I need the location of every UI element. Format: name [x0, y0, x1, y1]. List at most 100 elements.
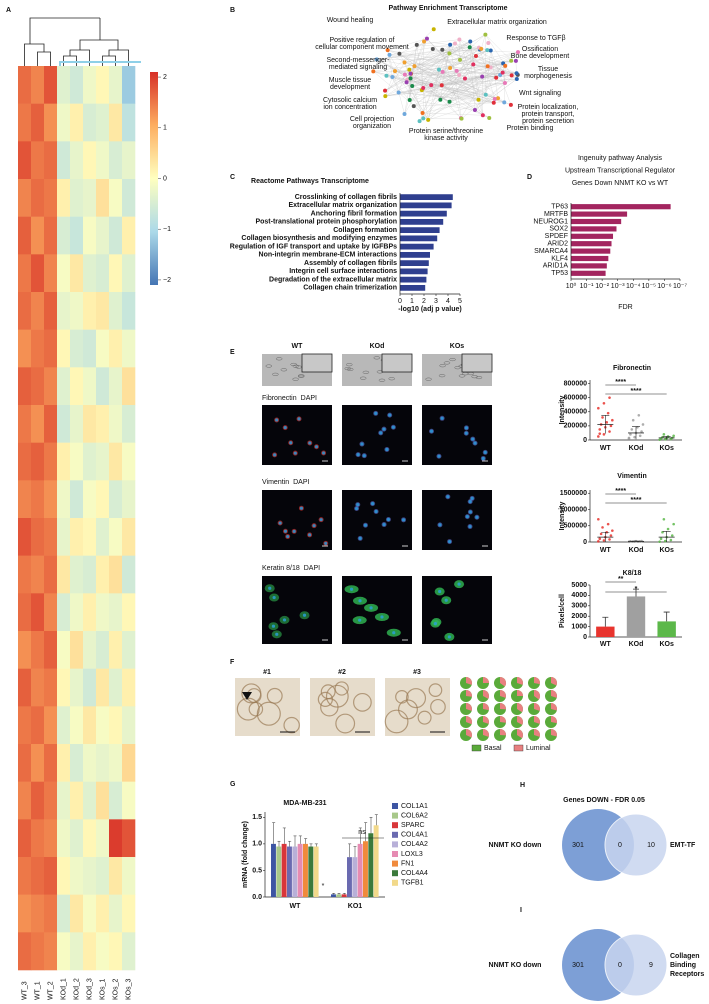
tissue-structure — [283, 716, 300, 734]
column-label: KOd_1 — [60, 978, 67, 1000]
legend-label: COL6A2 — [401, 812, 428, 819]
heatmap-cell — [96, 668, 110, 707]
bar — [363, 841, 368, 897]
nucleus — [464, 431, 468, 435]
x-tick-label: 10⁻⁷ — [673, 283, 687, 290]
network-node — [383, 88, 388, 93]
network-edge — [456, 49, 488, 71]
nucleus — [447, 539, 452, 544]
cell-shape — [438, 374, 446, 378]
venn-count: 301 — [572, 842, 584, 849]
pie-luminal — [534, 677, 541, 685]
network-edge — [426, 38, 460, 76]
bar — [571, 270, 606, 276]
legend-label: FN1 — [401, 860, 414, 867]
network-node — [485, 48, 490, 53]
heatmap-cell — [122, 857, 136, 895]
heatmap-cell — [96, 744, 110, 782]
network-edge — [410, 73, 517, 74]
nucleus — [289, 441, 293, 445]
network-edge — [399, 44, 417, 54]
network-node — [447, 99, 452, 104]
network-label: cellular component movement — [315, 44, 408, 51]
heatmap-cell — [109, 480, 123, 519]
heatmap-cell — [70, 442, 84, 481]
chart-title: MDA-MB-231 — [283, 800, 326, 807]
network-node — [392, 69, 397, 74]
heatmap-cell — [122, 216, 136, 255]
pie-luminal — [500, 690, 506, 698]
column-label: KOs_2 — [112, 978, 119, 1000]
network-node — [412, 64, 417, 69]
panel-label: I — [520, 907, 522, 914]
heatmap-cell — [18, 141, 32, 180]
venn-count: 301 — [572, 962, 584, 969]
heatmap-cell — [44, 668, 58, 707]
heatmap-cell — [70, 66, 84, 104]
error-bar — [601, 531, 610, 542]
network-edge — [407, 60, 512, 80]
network-node — [487, 115, 492, 120]
y-tick-label: 1.0 — [252, 841, 262, 848]
bar — [347, 857, 352, 897]
bar — [297, 843, 303, 897]
legend-label: COL4A2 — [401, 841, 428, 848]
network-node — [492, 96, 497, 101]
heatmap-cell — [122, 442, 136, 481]
bar — [271, 843, 276, 897]
heatmap-cell — [70, 819, 84, 858]
category-label: TP53 — [551, 270, 568, 277]
network-edge — [414, 41, 471, 67]
network-edge — [450, 47, 470, 69]
network-edge — [386, 75, 407, 83]
counterstain-label: DAPI — [293, 479, 309, 486]
cell-shape — [290, 362, 297, 367]
network-label: ion concentration — [323, 104, 376, 111]
network-node — [462, 76, 467, 81]
error-bar — [601, 414, 610, 434]
network-node — [480, 74, 485, 79]
bar — [373, 825, 379, 897]
network-node — [509, 58, 514, 63]
bar — [352, 857, 358, 897]
y-tick-label: 1500000 — [560, 490, 587, 497]
heatmap-cell — [31, 442, 45, 481]
category-label: KOd — [629, 641, 644, 648]
network-edge — [376, 47, 470, 60]
cell-shape — [373, 356, 381, 360]
network-node — [404, 80, 409, 85]
heatmap-cell — [83, 329, 97, 368]
network-edge — [413, 70, 457, 107]
network-node — [502, 80, 507, 85]
heatmap-cell — [122, 292, 136, 330]
heatmap-cell — [57, 518, 71, 556]
heatmap-cell — [31, 480, 45, 519]
colorbar-tick-label: −2 — [163, 277, 171, 284]
network-node — [448, 66, 453, 71]
network-label: Cell projection — [350, 116, 394, 123]
network-node — [483, 32, 488, 37]
error-bar — [314, 843, 318, 847]
bar — [341, 894, 347, 897]
heatmap-cell — [122, 141, 136, 180]
pie-luminal — [466, 690, 473, 697]
heatmap-cell — [57, 367, 71, 406]
pie-luminal — [483, 677, 489, 683]
heatmap-cell — [109, 518, 123, 556]
nucleus — [363, 523, 368, 527]
heatmap-cell — [70, 932, 84, 971]
pie-luminal — [517, 690, 523, 696]
nucleus — [446, 495, 450, 499]
heatmap-cell — [44, 932, 58, 971]
pie-luminal — [466, 729, 472, 738]
heatmap-cell — [57, 593, 71, 632]
venn-set-label: EMT-TF — [670, 842, 696, 849]
network-edge — [423, 64, 474, 119]
pie-luminal — [500, 716, 506, 723]
heatmap-cell — [18, 857, 32, 895]
heatmap-cell — [70, 329, 84, 368]
network-node — [438, 97, 443, 102]
y-axis-label: Pixels/cell — [559, 594, 566, 628]
error-bar — [353, 846, 357, 858]
bar — [571, 248, 611, 254]
